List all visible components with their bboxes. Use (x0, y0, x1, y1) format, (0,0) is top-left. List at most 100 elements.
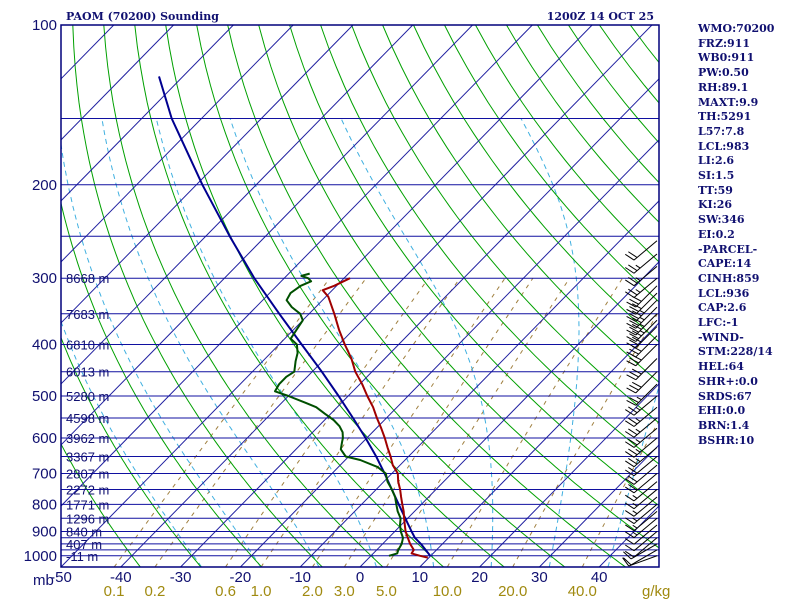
height-label: 6013 m (66, 365, 109, 380)
mixing-ratio-line (446, 277, 623, 567)
profiles (158, 76, 431, 559)
wind-barb (625, 456, 658, 477)
wind-barb (625, 464, 658, 485)
index-item: SRDS:67 (698, 389, 752, 403)
isotherm-line (61, 25, 294, 263)
wind-barb (625, 437, 658, 458)
dry-adiabat-line (134, 25, 444, 567)
temperature-line (321, 277, 429, 559)
height-label: 1296 m (66, 511, 109, 526)
pressure-unit-label: mb (33, 572, 54, 589)
dry-adiabat-line (413, 25, 659, 343)
temperature-tick-label: -10 (289, 569, 311, 586)
temperature-tick-label: 30 (531, 569, 548, 586)
wind-barb (625, 277, 658, 298)
dry-adiabat-line (289, 25, 659, 507)
temperature-tick-labels: -50 -40 -30 -20 -10 0 10 20 30 40 (50, 569, 607, 586)
wind-barb (625, 496, 658, 517)
height-label: 1771 m (66, 497, 109, 512)
index-item: LCL:983 (698, 139, 750, 153)
height-label: 840 m (66, 525, 102, 540)
height-label: 6810 m (66, 338, 109, 353)
mixing-ratio-line (343, 277, 534, 567)
temperature-tick-label: -40 (110, 569, 132, 586)
wind-barb (625, 266, 658, 287)
isotherm-line (240, 139, 659, 567)
temperature-tick-label: 40 (591, 569, 608, 586)
wind-barb (625, 489, 658, 510)
pressure-tick-label: 300 (32, 270, 57, 287)
index-item: CINH:859 (698, 271, 760, 285)
height-label: 7683 m (66, 307, 109, 322)
chart-background (61, 25, 659, 567)
dry-adiabat-line (196, 25, 566, 567)
index-item: -WIND- (698, 330, 744, 344)
dry-adiabat-line (351, 25, 659, 424)
pressure-tick-labels: 100 200 300 400 500 600 700 800 900 1000 (24, 17, 57, 565)
dry-adiabat-line (382, 25, 659, 383)
wind-barb (625, 517, 658, 538)
pressure-tick-label: 800 (32, 496, 57, 513)
wind-barb (623, 549, 658, 566)
height-label: 3367 m (66, 450, 109, 465)
dry-adiabat-line (444, 25, 659, 303)
mixing-ratio-tick-label: 40.0 (568, 583, 597, 600)
height-label: 2807 m (66, 467, 109, 482)
temperature-tick-label: 20 (471, 569, 488, 586)
index-item: LCL:936 (698, 286, 750, 300)
temperature-tick-label: -50 (50, 569, 72, 586)
pressure-tick-label: 700 (32, 466, 57, 483)
mixing-ratio-line (260, 277, 461, 567)
isotherm-line (61, 25, 414, 385)
wind-barb (625, 473, 658, 494)
wind-barb (625, 395, 658, 416)
isotherm-line (0, 25, 54, 567)
isotherm-line (479, 383, 659, 567)
mixing-ratio-tick-label: 10.0 (433, 583, 462, 600)
index-item: CAPE:14 (698, 257, 752, 271)
mixing-ratio-tick-labels: 0.1 0.2 0.6 1.0 2.0 3.0 5.0 10.0 20.0 40.0 (104, 583, 597, 600)
height-label: 5280 m (66, 389, 109, 404)
wind-barb (625, 240, 658, 261)
index-item: KI:26 (698, 198, 733, 212)
index-item: -PARCEL- (698, 242, 758, 256)
index-item: STM:228/14 (698, 345, 773, 359)
index-item: FRZ:911 (698, 36, 751, 50)
index-item: BRN:1.4 (698, 418, 750, 432)
mixing-ratio-tick-label: 0.1 (104, 583, 125, 600)
temperature-tick-label: 0 (356, 569, 364, 586)
index-item: WMO:70200 (698, 22, 775, 35)
mixing-ratio-tick-label: 0.6 (215, 583, 236, 600)
dry-adiabat-line (258, 25, 659, 549)
wind-barb (625, 417, 658, 438)
isotherm-line (539, 444, 659, 567)
isotherm-line (180, 78, 659, 567)
wind-barb (625, 503, 658, 525)
wind-barb (625, 531, 658, 552)
pressure-tick-label: 900 (32, 524, 57, 541)
pressure-tick-label: 200 (32, 177, 57, 194)
wind-barb (626, 358, 658, 381)
dry-adiabat-line (61, 336, 202, 567)
dry-adiabat-line (475, 25, 659, 263)
mixing-ratio-tick-label: 3.0 (334, 583, 355, 600)
index-item: EI:0.2 (698, 227, 735, 241)
isotherm-line (61, 25, 354, 324)
index-item: RH:89.1 (698, 80, 749, 94)
index-item: TT:59 (698, 183, 733, 197)
pressure-tick-label: 600 (32, 430, 57, 447)
index-item: TH:5291 (698, 110, 752, 124)
pressure-tick-label: 1000 (24, 548, 57, 565)
plot-area (61, 25, 659, 567)
wind-barb (626, 371, 658, 394)
index-item: BSHR:10 (698, 433, 755, 447)
isotherm-line (61, 25, 234, 202)
wind-barb (625, 524, 658, 545)
frame-border (60, 24, 660, 568)
wind-barb (622, 555, 658, 567)
wind-barb (625, 511, 658, 532)
index-item: LFC:-1 (698, 316, 739, 330)
mixing-ratio-tick-label: 1.0 (251, 583, 272, 600)
isotherm-line (419, 322, 659, 567)
height-label: -11 m (66, 549, 98, 564)
